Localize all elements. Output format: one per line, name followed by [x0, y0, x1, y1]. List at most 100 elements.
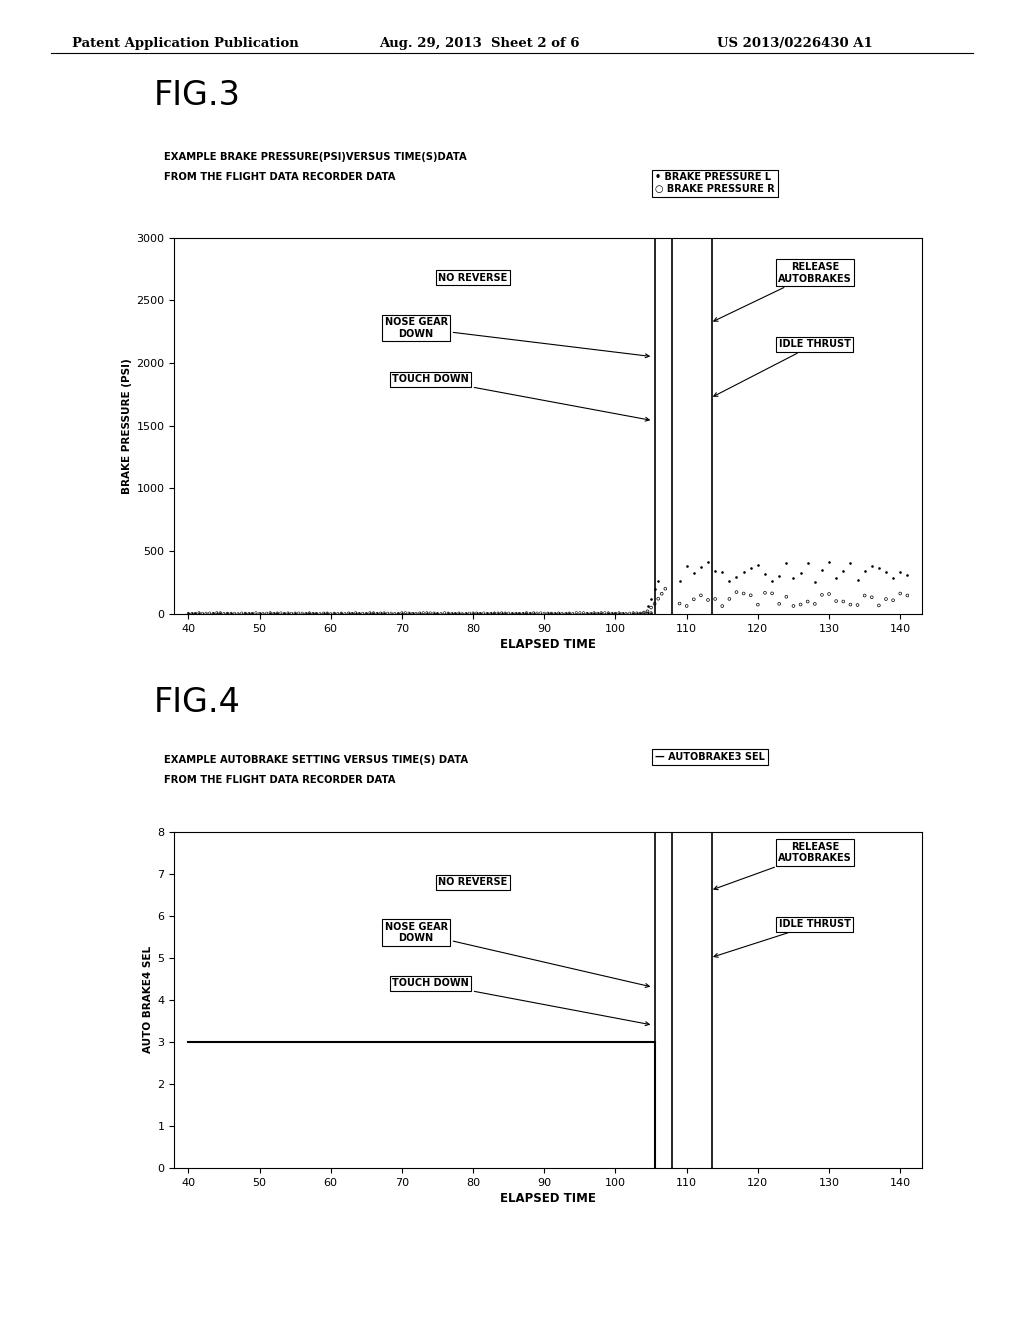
- Point: [547, 603, 563, 624]
- Point: [415, 602, 431, 623]
- Point: [280, 603, 296, 624]
- Text: NO REVERSE: NO REVERSE: [438, 273, 508, 282]
- Point: [291, 603, 307, 624]
- Point: [351, 603, 368, 624]
- Point: [433, 603, 450, 624]
- Point: [778, 553, 795, 574]
- Point: [287, 603, 303, 624]
- Point: [611, 602, 628, 623]
- Point: [202, 603, 218, 624]
- Point: [870, 557, 887, 578]
- Point: [699, 590, 716, 611]
- Point: [511, 603, 527, 624]
- Point: [508, 603, 524, 624]
- Point: [529, 603, 546, 624]
- Point: [284, 603, 300, 624]
- Point: [504, 602, 520, 623]
- Point: [764, 570, 780, 591]
- Point: [284, 603, 300, 624]
- Point: [785, 595, 802, 616]
- Point: [863, 586, 880, 607]
- Point: [686, 562, 702, 583]
- Point: [814, 585, 830, 606]
- Point: [707, 589, 723, 610]
- Point: [614, 603, 631, 624]
- Point: [870, 595, 887, 616]
- Point: [472, 603, 488, 624]
- Point: [692, 585, 709, 606]
- Point: [287, 603, 303, 624]
- Point: [226, 603, 243, 624]
- Point: [455, 603, 471, 624]
- Point: [518, 603, 535, 624]
- Point: [443, 603, 460, 624]
- Point: [525, 602, 542, 623]
- Point: [462, 603, 478, 624]
- Point: [323, 603, 339, 624]
- Point: [205, 602, 221, 623]
- Point: [376, 602, 392, 623]
- Point: [590, 603, 606, 624]
- Point: [269, 602, 286, 623]
- Point: [800, 591, 816, 612]
- Point: [856, 585, 872, 606]
- Point: [597, 603, 613, 624]
- Point: [337, 603, 353, 624]
- Point: [408, 603, 424, 624]
- Point: [255, 603, 271, 624]
- Point: [518, 602, 535, 623]
- Point: [522, 603, 539, 624]
- Point: [821, 552, 838, 573]
- Text: US 2013/0226430 A1: US 2013/0226430 A1: [717, 37, 872, 50]
- Point: [451, 602, 467, 623]
- Point: [276, 603, 293, 624]
- Point: [258, 603, 274, 624]
- Point: [419, 602, 435, 623]
- Point: [632, 602, 648, 623]
- Point: [251, 603, 267, 624]
- Point: [426, 602, 442, 623]
- Point: [575, 603, 592, 624]
- Point: [272, 602, 289, 623]
- Point: [241, 603, 257, 624]
- Point: [241, 603, 257, 624]
- Point: [735, 583, 752, 605]
- Point: [878, 589, 894, 610]
- Point: [557, 603, 573, 624]
- Point: [230, 603, 247, 624]
- Point: [223, 602, 240, 623]
- Point: [238, 603, 254, 624]
- Point: [451, 602, 467, 623]
- Point: [265, 603, 282, 624]
- Point: [607, 603, 624, 624]
- Point: [639, 603, 655, 624]
- Point: [486, 602, 503, 623]
- Point: [771, 566, 787, 587]
- Point: [543, 603, 559, 624]
- Text: Patent Application Publication: Patent Application Publication: [72, 37, 298, 50]
- Point: [557, 603, 573, 624]
- Point: [298, 602, 314, 623]
- Point: [373, 602, 389, 623]
- Point: [383, 603, 399, 624]
- Point: [878, 562, 894, 583]
- Point: [515, 603, 531, 624]
- Point: [426, 603, 442, 624]
- Point: [315, 603, 332, 624]
- Point: [380, 603, 396, 624]
- Point: [807, 572, 823, 593]
- Point: [540, 603, 556, 624]
- Point: [255, 603, 271, 624]
- Point: [564, 603, 581, 624]
- Point: [550, 602, 566, 623]
- Point: [337, 603, 353, 624]
- Point: [373, 603, 389, 624]
- Text: FROM THE FLIGHT DATA RECORDER DATA: FROM THE FLIGHT DATA RECORDER DATA: [164, 775, 395, 785]
- Point: [622, 603, 638, 624]
- Text: EXAMPLE AUTOBRAKE SETTING VERSUS TIME(S) DATA: EXAMPLE AUTOBRAKE SETTING VERSUS TIME(S)…: [164, 755, 468, 766]
- Point: [251, 603, 267, 624]
- Point: [489, 603, 506, 624]
- Point: [532, 602, 549, 623]
- Point: [721, 589, 737, 610]
- Point: [219, 602, 236, 623]
